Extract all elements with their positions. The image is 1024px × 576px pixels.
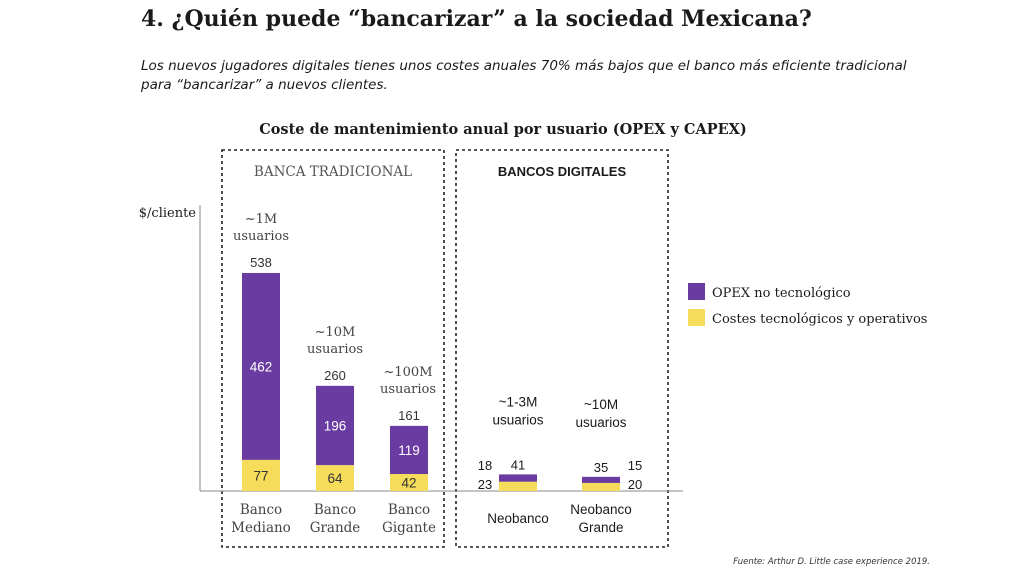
page-title: 4. ¿Quién puede “bancarizar” a la socied… xyxy=(141,6,812,32)
y-axis-label: $/cliente xyxy=(139,206,197,221)
bar-tech xyxy=(242,459,280,491)
total-label: 260 xyxy=(324,368,346,383)
legend-swatch xyxy=(688,309,705,326)
group-box xyxy=(221,149,445,548)
users-note: usuarios xyxy=(575,415,626,430)
users-note: ~10M xyxy=(315,325,356,340)
bar-opex xyxy=(582,476,620,483)
legend-label: OPEX no tecnológico xyxy=(712,286,851,301)
total-label: 35 xyxy=(594,460,608,475)
users-note: ~1-3M xyxy=(499,394,538,409)
bar-opex xyxy=(242,272,280,460)
opex-value-label: 18 xyxy=(478,458,492,473)
users-note: ~100M xyxy=(383,365,432,380)
users-note: usuarios xyxy=(233,229,289,244)
total-label: 41 xyxy=(511,457,525,472)
source-note: Fuente: Arthur D. Little case experience… xyxy=(733,557,930,567)
opex-value-label: 196 xyxy=(324,418,347,433)
users-note: ~1M xyxy=(245,212,277,227)
category-label: Mediano xyxy=(231,520,291,536)
total-label: 161 xyxy=(398,408,420,423)
tech-value-label: 42 xyxy=(401,476,416,491)
category-label: Banco xyxy=(314,502,356,518)
group-label: BANCA TRADICIONAL xyxy=(254,164,412,180)
legend-label: Costes tecnológicos y operativos xyxy=(712,312,927,327)
opex-value-label: 119 xyxy=(398,443,420,458)
users-note: ~10M xyxy=(584,397,618,412)
opex-value-label: 15 xyxy=(628,458,642,473)
users-note: usuarios xyxy=(307,342,363,357)
bar-tech xyxy=(499,481,537,491)
opex-value-label: 462 xyxy=(250,359,273,374)
category-label: Grande xyxy=(578,520,623,535)
bar-opex xyxy=(316,385,354,466)
legend-swatch xyxy=(688,283,705,300)
bar-opex xyxy=(499,474,537,482)
tech-value-label: 77 xyxy=(253,468,268,483)
category-label: Neobanco xyxy=(570,502,632,517)
category-label: Neobanco xyxy=(487,511,549,526)
category-label: Banco xyxy=(240,502,282,518)
bar-tech xyxy=(316,465,354,491)
group-label: BANCOS DIGITALES xyxy=(498,164,627,179)
bar-opex xyxy=(390,425,428,475)
category-label: Grande xyxy=(310,520,361,536)
tech-value-label: 23 xyxy=(478,477,492,492)
users-note: usuarios xyxy=(380,382,436,397)
page-subtitle: Los nuevos jugadores digitales tienes un… xyxy=(141,58,907,93)
group-box xyxy=(455,149,669,548)
category-label: Banco xyxy=(388,502,430,518)
chart-title: Coste de mantenimiento anual por usuario… xyxy=(259,121,747,138)
total-label: 538 xyxy=(250,255,272,270)
category-label: Gigante xyxy=(382,520,436,536)
tech-value-label: 64 xyxy=(327,471,343,486)
tech-value-label: 20 xyxy=(628,477,642,492)
bar-tech xyxy=(582,482,620,491)
users-note: usuarios xyxy=(492,412,543,427)
bar-tech xyxy=(390,474,428,491)
